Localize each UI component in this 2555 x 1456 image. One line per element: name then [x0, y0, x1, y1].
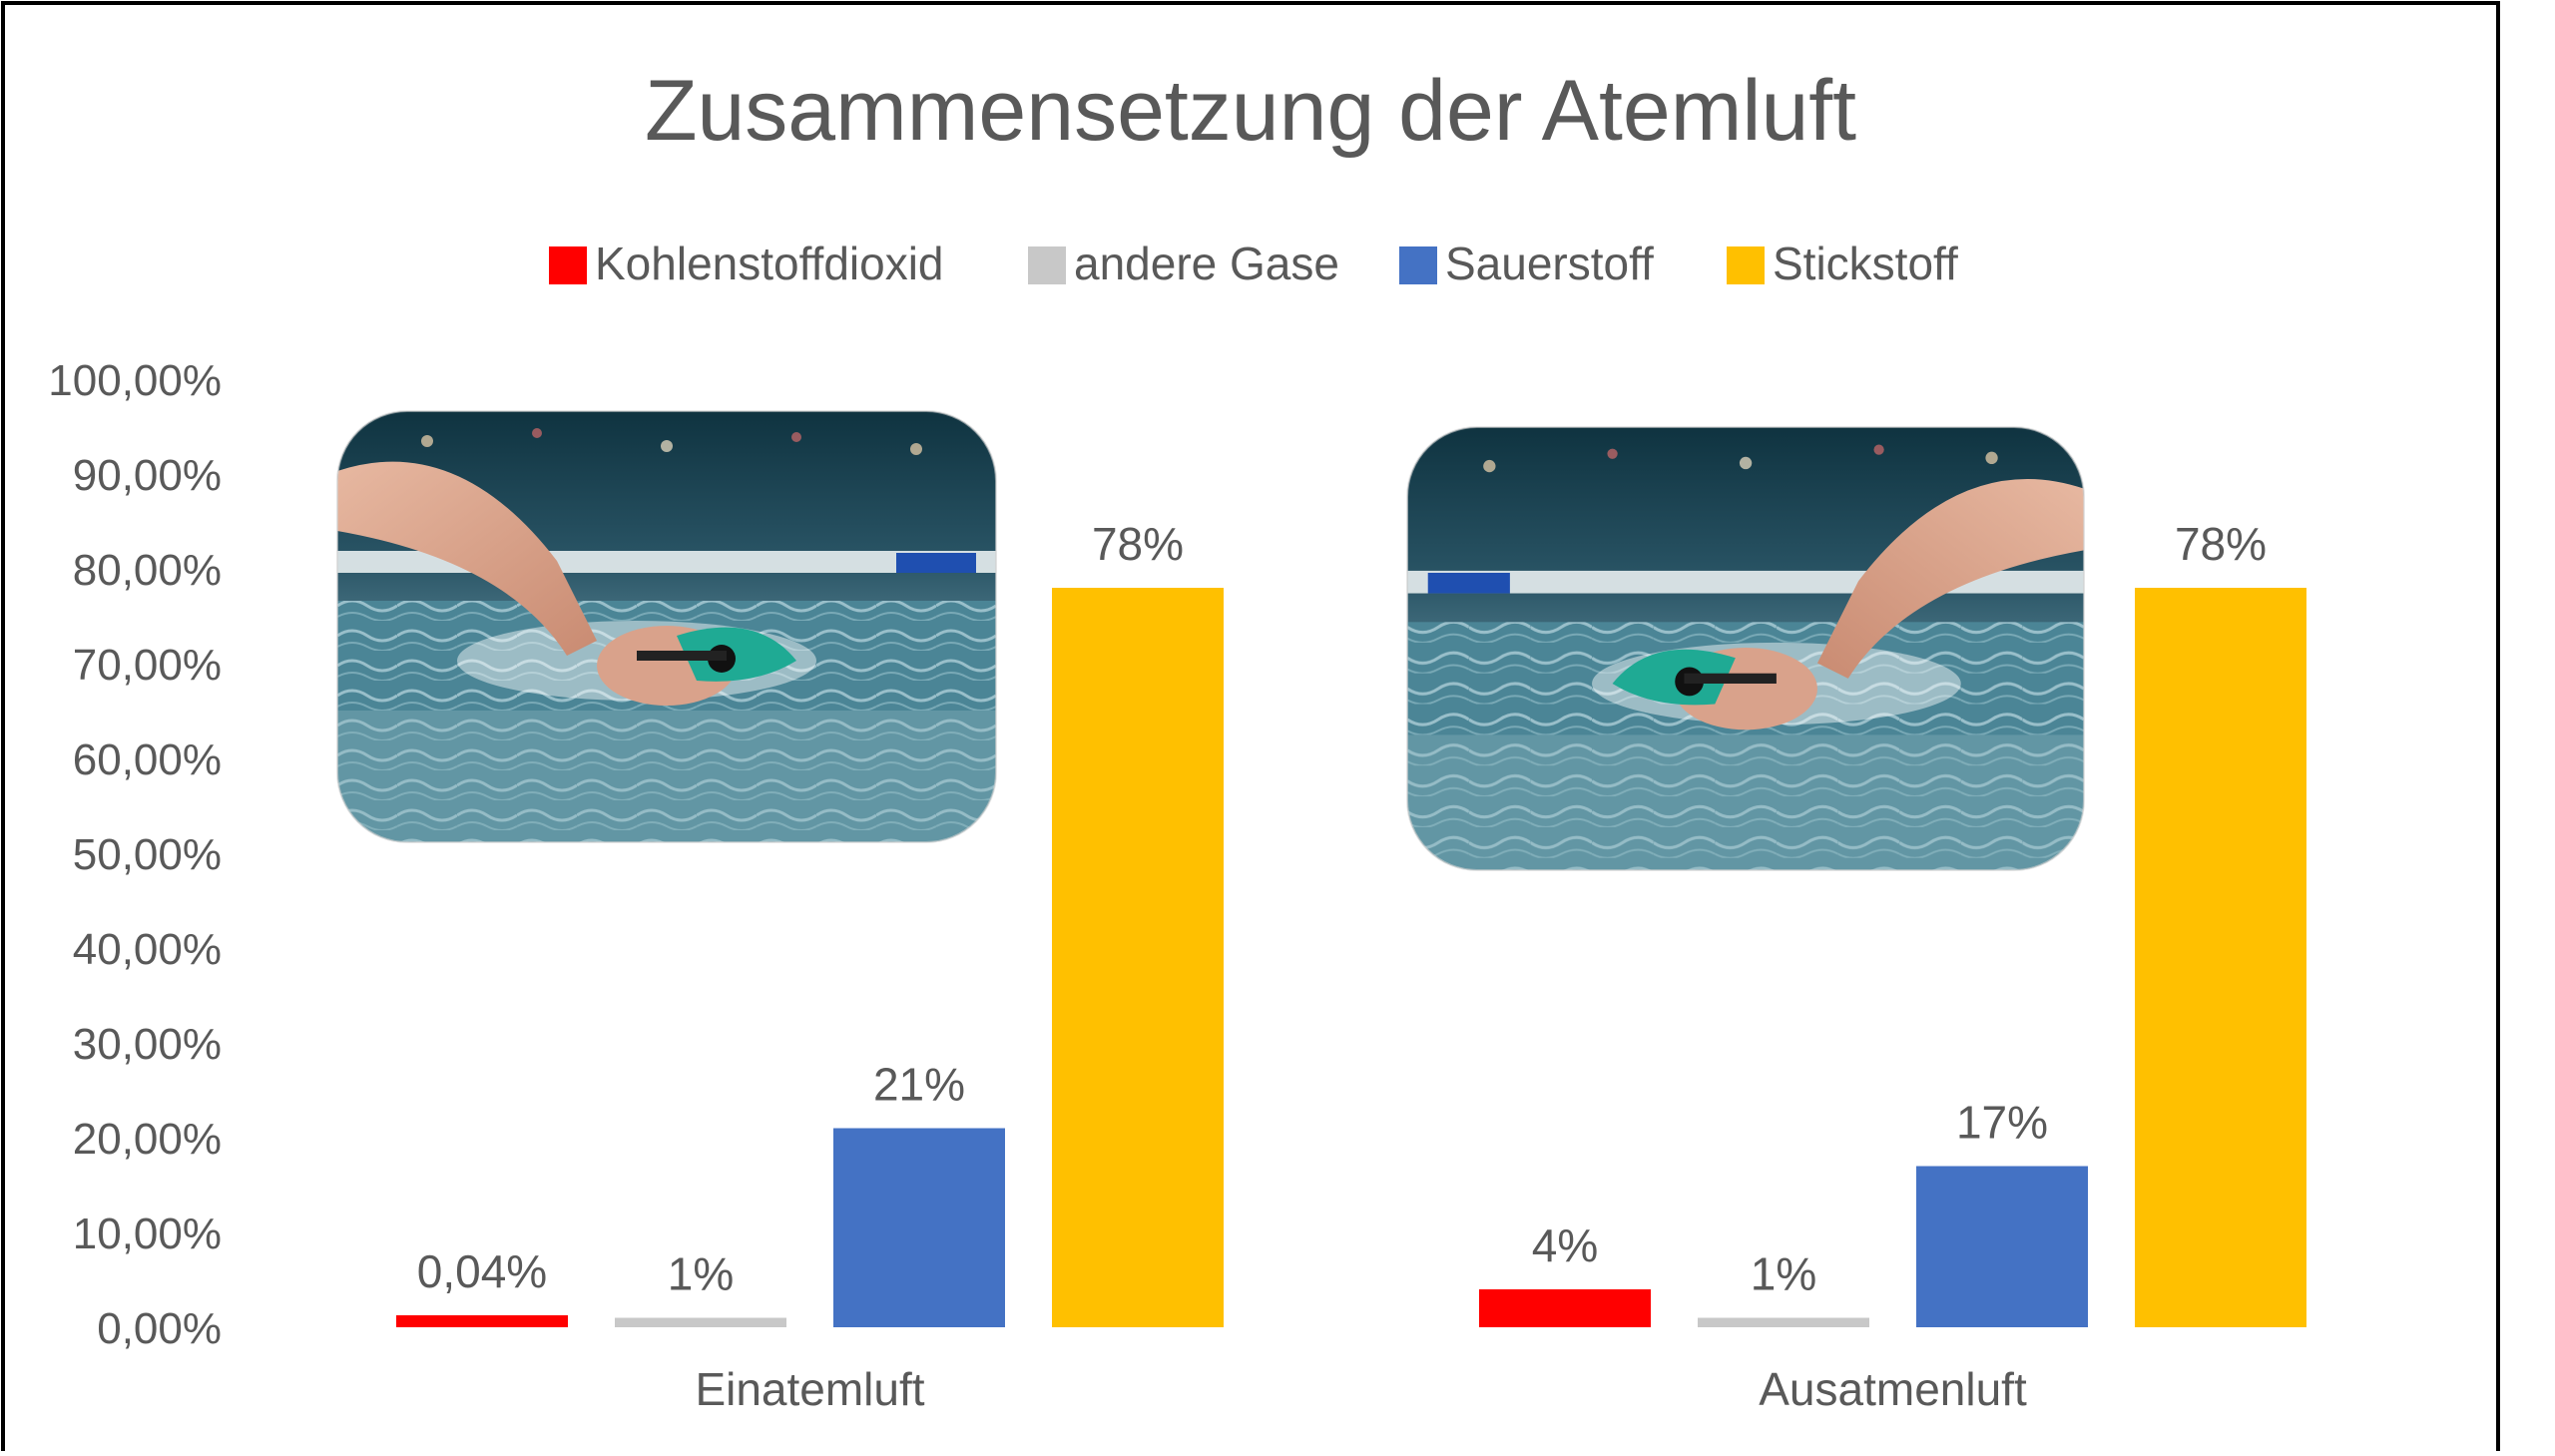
bar-einatemluft-stickstoff	[1052, 588, 1224, 1327]
data-label: 21%	[873, 1059, 965, 1111]
chart-title: Zusammensetzung der Atemluft	[645, 63, 1856, 159]
legend-swatch	[1028, 246, 1066, 284]
data-label: 1%	[1751, 1248, 1816, 1300]
y-tick-label: 40,00%	[73, 925, 222, 974]
bar-ausatmenluft-andere-gase	[1698, 1317, 1869, 1327]
legend-label: andere Gase	[1074, 238, 1339, 289]
y-axis: 0,00% 10,00% 20,00% 30,00% 40,00% 50,00% 60,00…	[48, 356, 222, 1353]
y-tick-label: 60,00%	[73, 735, 222, 784]
bar-einatemluft-kohlenstoffdioxid	[396, 1315, 568, 1327]
y-tick-label: 90,00%	[73, 451, 222, 500]
data-label: 4%	[1532, 1219, 1598, 1271]
y-tick-label: 0,00%	[97, 1304, 222, 1353]
legend-item-kohlenstoffdioxid: Kohlenstoffdioxid	[549, 238, 944, 289]
category-label-ausatmenluft: Ausatmenluft	[1759, 1363, 2027, 1415]
data-label: 78%	[1092, 518, 1184, 570]
bars: 0,04% 1% 21% 78% 4% 1% 17% 78%	[396, 518, 2306, 1327]
y-tick-label: 50,00%	[73, 830, 222, 879]
category-label-einatemluft: Einatemluft	[695, 1363, 924, 1415]
legend-item-sauerstoff: Sauerstoff	[1399, 238, 1654, 289]
legend: Kohlenstoffdioxid andere Gase Sauerstoff St…	[549, 238, 1958, 289]
legend-label: Stickstoff	[1773, 238, 1958, 289]
y-tick-label: 30,00%	[73, 1020, 222, 1069]
photo-einatemluft	[337, 411, 996, 842]
data-label: 1%	[668, 1248, 734, 1300]
y-tick-label: 10,00%	[73, 1210, 222, 1258]
y-tick-label: 70,00%	[73, 641, 222, 690]
legend-swatch	[1399, 246, 1437, 284]
legend-item-andere-gase: andere Gase	[1028, 238, 1339, 289]
legend-label: Kohlenstoffdioxid	[595, 238, 944, 289]
legend-swatch	[549, 246, 587, 284]
legend-item-stickstoff: Stickstoff	[1727, 238, 1958, 289]
bar-ausatmenluft-stickstoff	[2135, 588, 2306, 1327]
bar-einatemluft-sauerstoff	[833, 1128, 1005, 1327]
photo-ausatmenluft	[1407, 427, 2084, 870]
bar-ausatmenluft-kohlenstoffdioxid	[1479, 1289, 1651, 1327]
y-tick-label: 20,00%	[73, 1115, 222, 1164]
y-tick-label: 80,00%	[73, 546, 222, 595]
bar-ausatmenluft-sauerstoff	[1916, 1166, 2088, 1327]
y-tick-label: 100,00%	[48, 356, 222, 405]
data-label: 78%	[2175, 518, 2267, 570]
bar-einatemluft-andere-gase	[615, 1317, 786, 1327]
legend-swatch	[1727, 246, 1765, 284]
legend-label: Sauerstoff	[1445, 238, 1654, 289]
x-axis: Einatemluft Ausatmenluft	[695, 1363, 2027, 1415]
data-label: 17%	[1956, 1097, 2048, 1149]
data-label: 0,04%	[417, 1245, 547, 1297]
